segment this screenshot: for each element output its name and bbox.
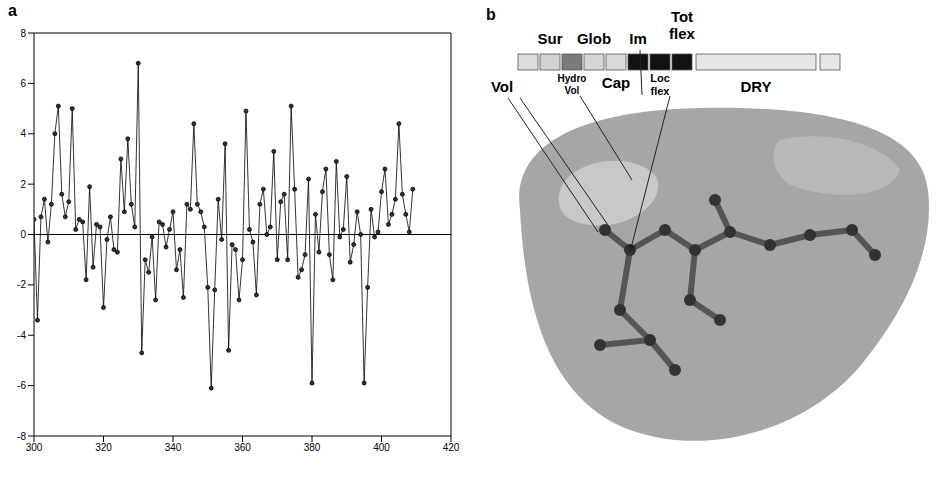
svg-text:420: 420 [443, 442, 460, 453]
svg-text:DRY: DRY [740, 78, 771, 95]
svg-text:Vol: Vol [491, 78, 513, 95]
svg-text:Glob: Glob [577, 30, 611, 47]
svg-text:-2: -2 [17, 279, 26, 290]
svg-text:Cap: Cap [602, 74, 630, 91]
svg-text:6: 6 [20, 78, 26, 89]
svg-text:Totflex: Totflex [669, 8, 696, 42]
svg-text:340: 340 [165, 442, 182, 453]
svg-text:0: 0 [20, 229, 26, 240]
svg-text:360: 360 [234, 442, 251, 453]
svg-text:-4: -4 [17, 330, 26, 341]
svg-text:HydroVol: HydroVol [558, 73, 587, 96]
svg-text:300: 300 [26, 442, 43, 453]
svg-text:380: 380 [304, 442, 321, 453]
svg-text:Sur: Sur [537, 30, 562, 47]
svg-text:2: 2 [20, 179, 26, 190]
svg-text:320: 320 [95, 442, 112, 453]
svg-text:8: 8 [20, 28, 26, 39]
html-text:a: a [8, 2, 17, 19]
svg-text:4: 4 [20, 128, 26, 139]
svg-text:b: b [486, 6, 496, 23]
svg-text:Locflex: Locflex [650, 72, 670, 97]
svg-text:400: 400 [373, 442, 390, 453]
svg-text:-6: -6 [17, 380, 26, 391]
svg-text:Im: Im [629, 30, 647, 47]
svg-text:-8: -8 [17, 431, 26, 442]
